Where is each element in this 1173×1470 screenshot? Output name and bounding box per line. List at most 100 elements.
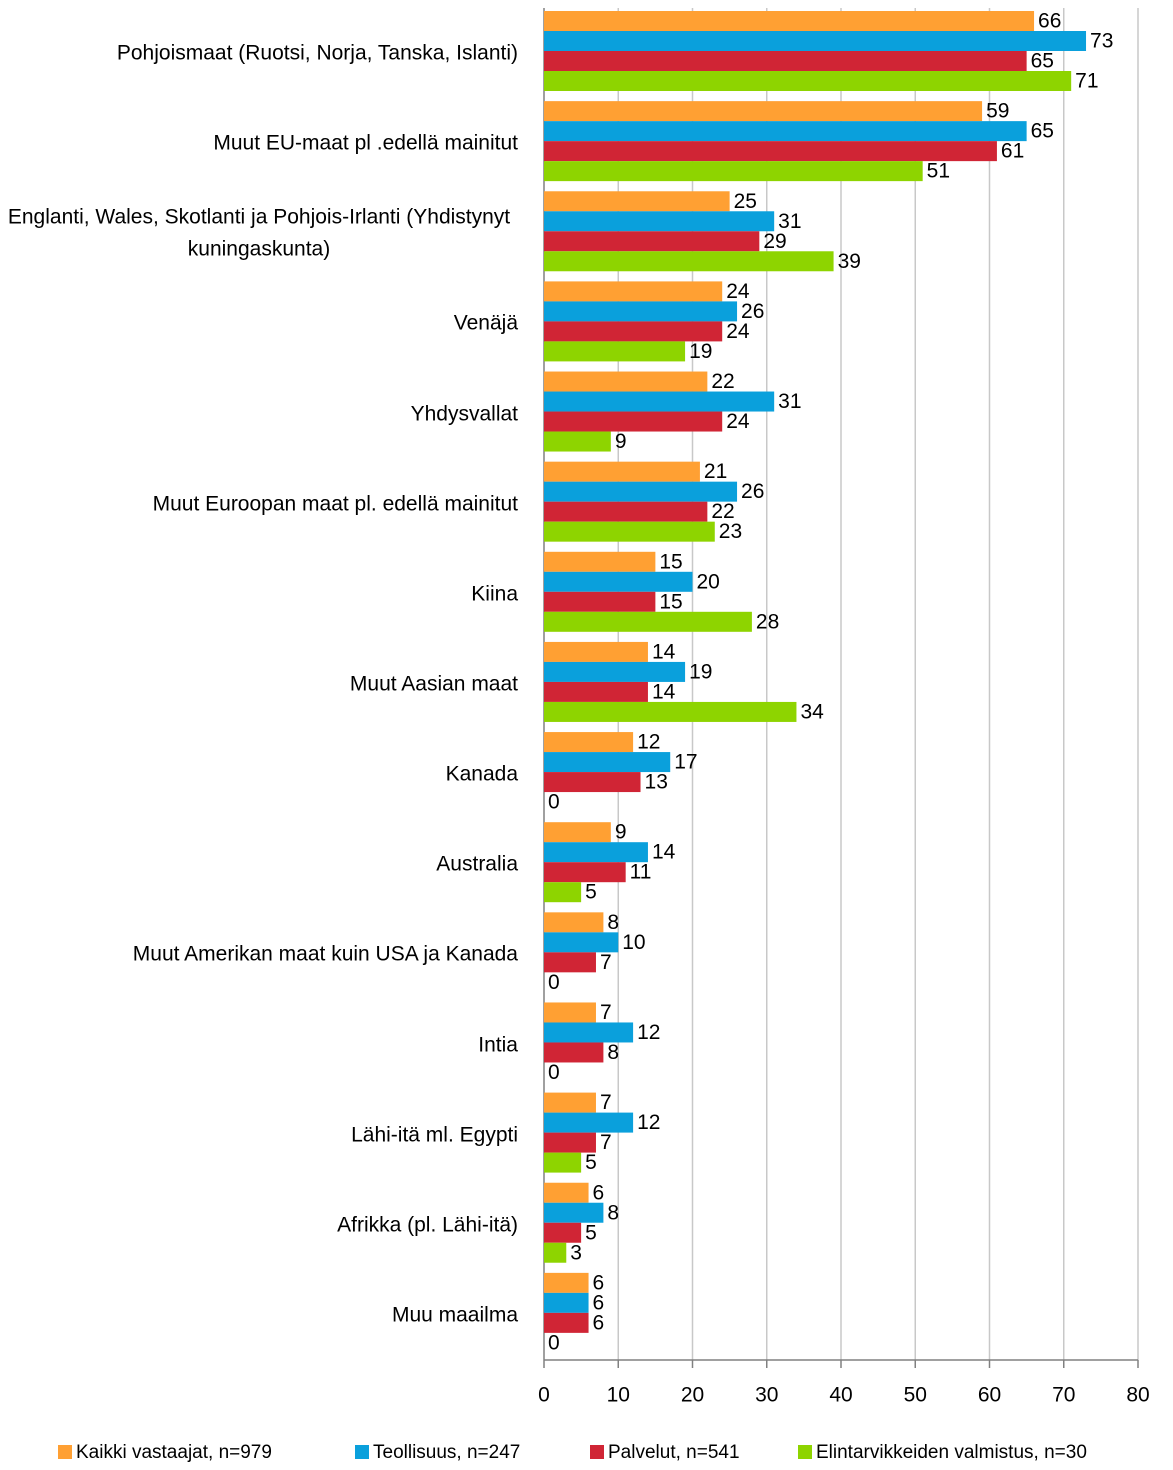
data-label: 29 — [763, 230, 786, 253]
data-label: 34 — [800, 700, 824, 723]
bar — [544, 1092, 596, 1113]
data-label: 15 — [659, 550, 682, 573]
data-label: 59 — [986, 100, 1009, 123]
bar — [544, 71, 1072, 91]
category-label-box: Englanti, Wales, Skotlanti ja Pohjois-Ir… — [0, 202, 518, 265]
category-label-box: Muut EU-maat pl .edellä mainitut — [0, 127, 518, 159]
data-label: 25 — [734, 190, 757, 213]
data-label: 6 — [593, 1291, 605, 1314]
bar — [544, 161, 923, 182]
category-label-box: Venäjä — [0, 308, 518, 340]
data-label: 19 — [689, 340, 712, 363]
y-tick-label: Pohjoismaat (Ruotsi, Norja, Tanska, Isla… — [116, 41, 518, 65]
bar — [544, 281, 723, 302]
bar — [544, 411, 723, 432]
bar — [544, 952, 596, 973]
data-label: 0 — [548, 1331, 560, 1354]
y-tick-label: Muut Aasian maat — [349, 672, 518, 696]
bar — [544, 862, 626, 883]
x-tick-label: 40 — [829, 1384, 852, 1407]
bar — [544, 251, 834, 272]
data-label: 73 — [1090, 30, 1113, 53]
bar — [544, 641, 648, 662]
bar — [544, 932, 619, 953]
bar — [544, 1022, 634, 1043]
bar — [544, 371, 708, 392]
category-label-box: Kiina — [0, 578, 518, 610]
data-label: 39 — [838, 250, 861, 273]
legend-swatch — [798, 1445, 812, 1459]
data-label: 12 — [637, 731, 660, 754]
bar — [544, 101, 983, 122]
bar — [544, 521, 715, 542]
y-tick-label: Lähi-itä ml. Egypti — [351, 1122, 518, 1146]
y-tick-label: Yhdysvallat — [410, 401, 518, 425]
data-label: 7 — [600, 1131, 612, 1154]
data-label: 7 — [600, 951, 612, 974]
legend-label: Palvelut, n=541 — [608, 1442, 740, 1463]
data-label: 71 — [1075, 70, 1098, 93]
legend-label: Teollisuus, n=247 — [373, 1442, 520, 1463]
data-label: 0 — [548, 791, 560, 814]
bar — [544, 431, 611, 452]
data-label: 19 — [689, 660, 712, 683]
bar — [544, 701, 797, 722]
bar — [544, 11, 1035, 31]
bar — [544, 1292, 589, 1313]
bar — [544, 321, 723, 342]
data-label: 3 — [570, 1241, 582, 1264]
bar — [544, 1002, 596, 1023]
legend-swatch — [58, 1445, 72, 1459]
y-tick-label: Intia — [478, 1032, 518, 1056]
bar — [544, 341, 686, 362]
legend-swatch — [590, 1445, 604, 1459]
x-tick-label: 50 — [904, 1384, 927, 1407]
category-label-box: Kanada — [0, 758, 518, 790]
data-label: 9 — [615, 821, 627, 844]
data-label: 23 — [719, 520, 742, 543]
category-label-box: Muut Amerikan maat kuin USA ja Kanada — [0, 939, 518, 971]
data-label: 12 — [637, 1111, 660, 1134]
x-tick-label: 10 — [607, 1384, 630, 1407]
bar — [544, 1242, 567, 1263]
bar — [544, 842, 648, 863]
data-label: 14 — [652, 841, 676, 864]
data-label: 22 — [711, 500, 734, 523]
data-label: 22 — [711, 370, 734, 393]
bar — [544, 752, 671, 773]
data-label: 14 — [652, 640, 676, 663]
x-tick-label: 80 — [1126, 1384, 1149, 1407]
bar — [544, 732, 634, 753]
x-tick-label: 70 — [1052, 1384, 1075, 1407]
bar — [544, 1202, 604, 1223]
bar — [544, 1152, 582, 1173]
data-label: 14 — [652, 680, 676, 703]
bar — [544, 1312, 589, 1333]
data-label: 6 — [593, 1181, 605, 1204]
data-label: 7 — [600, 1001, 612, 1024]
legend-label: Elintarvikkeiden valmistus, n=30 — [816, 1442, 1087, 1463]
bar — [544, 461, 700, 482]
category-label-box: Australia — [0, 849, 518, 881]
y-tick-label: Muut Euroopan maat pl. edellä mainitut — [152, 491, 518, 515]
bar — [544, 1222, 582, 1243]
data-label: 8 — [607, 1041, 619, 1064]
bar — [544, 822, 611, 843]
bar — [544, 301, 738, 322]
category-label-box: Afrikka (pl. Lähi-itä) — [0, 1209, 518, 1241]
category-label-box: Pohjoismaat (Ruotsi, Norja, Tanska, Isla… — [0, 37, 518, 69]
bar — [544, 661, 686, 682]
y-tick-label: Englanti, Wales, Skotlanti ja Pohjois-Ir… — [7, 205, 511, 261]
category-label-box: Lähi-itä ml. Egypti — [0, 1119, 518, 1151]
y-tick-label: Australia — [436, 852, 518, 876]
y-tick-label: Kanada — [445, 762, 518, 786]
data-label: 24 — [726, 320, 750, 343]
bar — [544, 912, 604, 933]
data-label: 17 — [674, 751, 697, 774]
data-label: 20 — [697, 570, 720, 593]
data-label: 12 — [637, 1021, 660, 1044]
data-label: 28 — [756, 610, 779, 633]
bar — [544, 591, 656, 612]
